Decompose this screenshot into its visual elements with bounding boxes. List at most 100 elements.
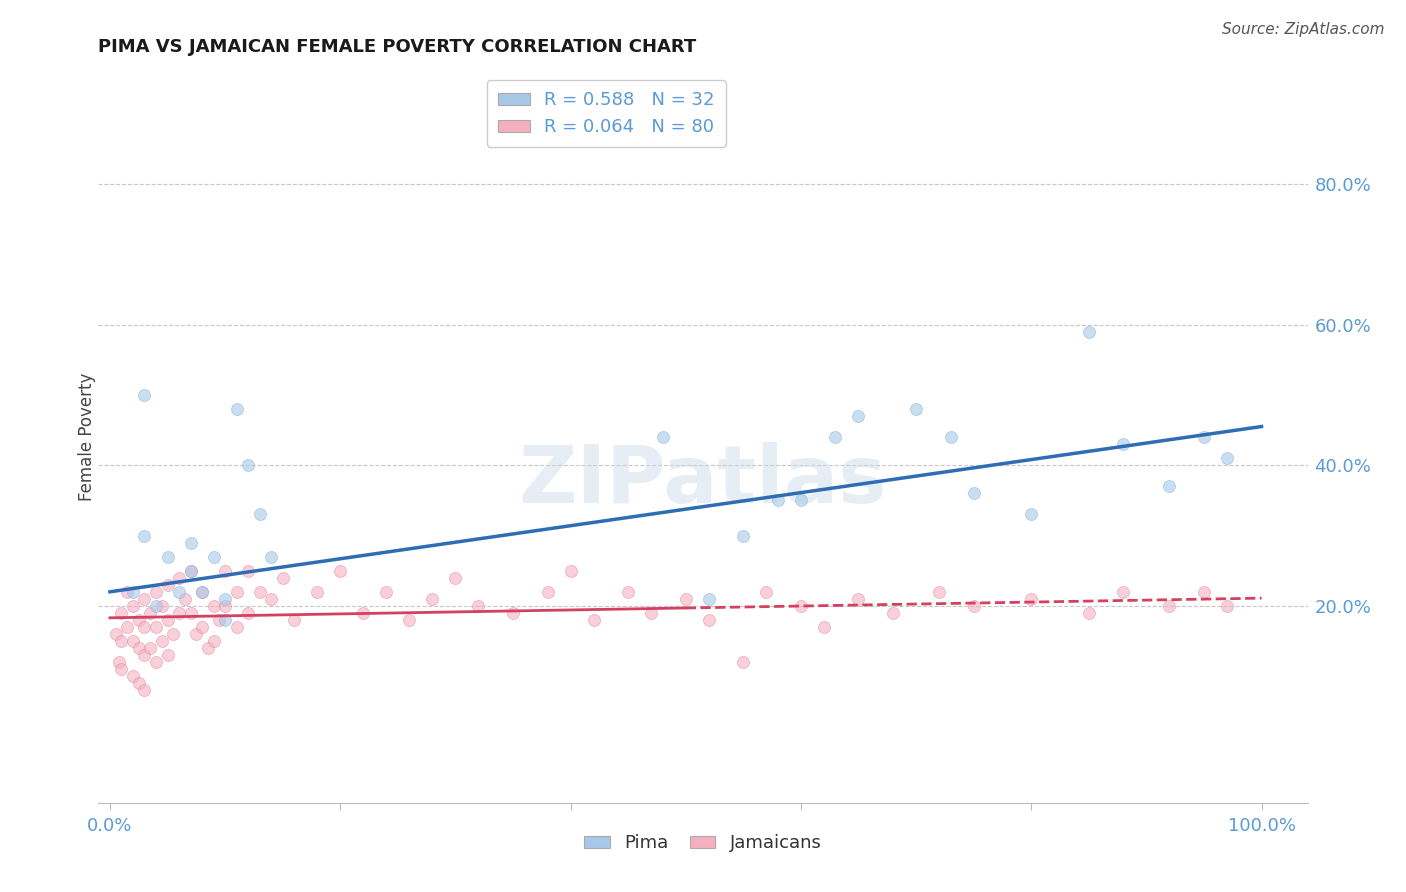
Point <box>1159 599 1181 613</box>
Point <box>108 655 131 669</box>
Point <box>249 508 271 522</box>
Point <box>617 584 640 599</box>
Point <box>156 549 179 564</box>
Point <box>202 599 225 613</box>
Point <box>260 549 283 564</box>
Point <box>1112 584 1135 599</box>
Point <box>848 409 870 423</box>
Point <box>675 591 697 606</box>
Point <box>134 683 156 698</box>
Point <box>1019 508 1042 522</box>
Point <box>156 578 179 592</box>
Point <box>260 591 283 606</box>
Point <box>733 528 755 542</box>
Point <box>1077 606 1099 620</box>
Point <box>139 606 162 620</box>
Point <box>128 676 150 690</box>
Point <box>502 606 524 620</box>
Point <box>236 458 259 473</box>
Text: PIMA VS JAMAICAN FEMALE POVERTY CORRELATION CHART: PIMA VS JAMAICAN FEMALE POVERTY CORRELAT… <box>98 38 696 56</box>
Point <box>162 627 184 641</box>
Text: ZIPatlas: ZIPatlas <box>519 442 887 520</box>
Point <box>197 641 219 656</box>
Point <box>145 599 167 613</box>
Point <box>167 571 190 585</box>
Point <box>134 388 156 402</box>
Point <box>307 584 329 599</box>
Point <box>467 599 489 613</box>
Point <box>167 584 190 599</box>
Point <box>848 591 870 606</box>
Point <box>214 564 236 578</box>
Point <box>145 584 167 599</box>
Point <box>582 613 605 627</box>
Point <box>651 430 673 444</box>
Point <box>1192 430 1215 444</box>
Point <box>110 662 132 676</box>
Point <box>115 584 138 599</box>
Point <box>167 606 190 620</box>
Point <box>173 591 195 606</box>
Point <box>225 584 247 599</box>
Point <box>905 401 928 416</box>
Point <box>1192 584 1215 599</box>
Point <box>444 571 467 585</box>
Point <box>962 486 984 500</box>
Point <box>422 591 444 606</box>
Point <box>104 627 127 641</box>
Point <box>208 613 231 627</box>
Point <box>329 564 352 578</box>
Point <box>1216 451 1239 466</box>
Point <box>249 584 271 599</box>
Point <box>225 401 247 416</box>
Point <box>375 584 398 599</box>
Point <box>180 606 202 620</box>
Point <box>697 591 720 606</box>
Point <box>790 493 813 508</box>
Point <box>180 564 202 578</box>
Point <box>271 571 294 585</box>
Point <box>150 599 173 613</box>
Text: Source: ZipAtlas.com: Source: ZipAtlas.com <box>1222 22 1385 37</box>
Point <box>1159 479 1181 493</box>
Point <box>115 620 138 634</box>
Point <box>110 606 132 620</box>
Point <box>214 599 236 613</box>
Point <box>186 627 208 641</box>
Point <box>1216 599 1239 613</box>
Point <box>122 599 145 613</box>
Point <box>191 584 214 599</box>
Point <box>128 641 150 656</box>
Point <box>110 634 132 648</box>
Point <box>939 430 962 444</box>
Point <box>134 591 156 606</box>
Point <box>202 634 225 648</box>
Point <box>824 430 846 444</box>
Legend: Pima, Jamaicans: Pima, Jamaicans <box>576 827 830 860</box>
Point <box>180 564 202 578</box>
Point <box>122 634 145 648</box>
Point <box>225 620 247 634</box>
Point <box>398 613 420 627</box>
Point <box>150 634 173 648</box>
Point <box>962 599 984 613</box>
Point <box>640 606 662 620</box>
Point <box>139 641 162 656</box>
Point <box>1112 437 1135 451</box>
Point <box>134 620 156 634</box>
Point <box>697 613 720 627</box>
Point <box>214 591 236 606</box>
Point <box>156 648 179 662</box>
Point <box>352 606 374 620</box>
Point <box>180 535 202 549</box>
Point <box>236 606 259 620</box>
Point <box>755 584 778 599</box>
Y-axis label: Female Poverty: Female Poverty <box>79 373 96 501</box>
Point <box>134 648 156 662</box>
Point <box>236 564 259 578</box>
Point <box>1077 325 1099 339</box>
Point <box>191 584 214 599</box>
Point <box>145 620 167 634</box>
Point <box>156 613 179 627</box>
Point <box>1019 591 1042 606</box>
